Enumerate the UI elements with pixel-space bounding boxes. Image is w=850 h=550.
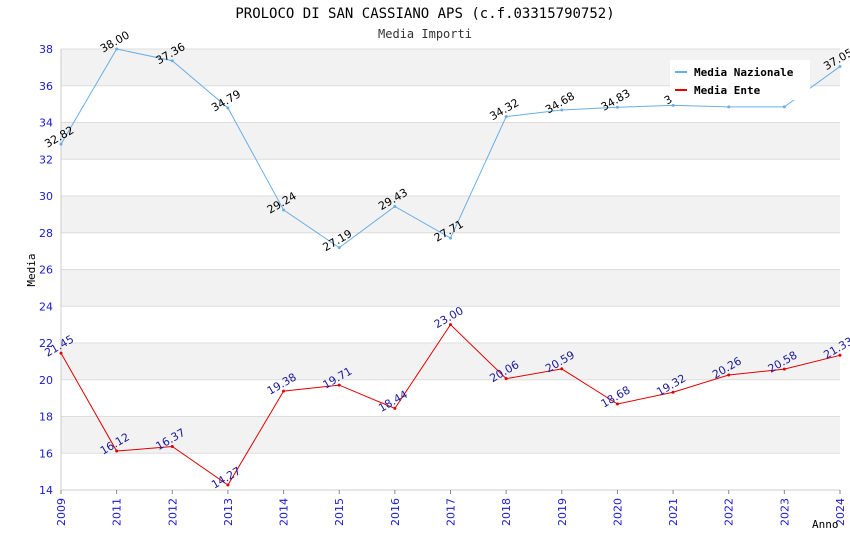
data-point <box>226 483 230 487</box>
data-point <box>59 142 63 146</box>
grid-band <box>61 416 840 454</box>
data-point <box>727 373 731 377</box>
x-tick-label: 2021 <box>667 498 680 526</box>
legend-box <box>670 60 810 100</box>
grid-band <box>61 379 840 417</box>
data-point <box>782 367 786 371</box>
y-tick-label: 22 <box>39 337 53 350</box>
y-tick-label: 14 <box>39 484 53 497</box>
data-point <box>282 208 286 212</box>
data-point <box>449 236 452 240</box>
y-axis-label: Media <box>25 253 38 286</box>
data-point <box>727 105 731 109</box>
x-tick-label: 2015 <box>333 498 346 526</box>
grid-band <box>61 343 840 380</box>
y-tick-label: 16 <box>39 447 53 460</box>
x-tick-label: 2018 <box>500 498 513 526</box>
data-point <box>393 204 397 208</box>
data-point <box>115 449 119 453</box>
grid-band <box>61 196 840 233</box>
data-point <box>393 406 397 410</box>
data-point <box>615 105 619 109</box>
y-tick-label: 18 <box>39 411 53 424</box>
data-point <box>560 367 564 371</box>
grid-band <box>61 453 840 490</box>
y-tick-label: 38 <box>39 43 53 56</box>
y-tick-label: 24 <box>39 300 53 313</box>
grid-band <box>61 122 840 160</box>
y-tick-label: 20 <box>39 374 53 387</box>
data-point <box>282 389 286 393</box>
legend-entry: Media Nazionale <box>694 66 794 79</box>
data-point <box>226 106 230 110</box>
data-point <box>337 246 341 250</box>
chart-title: PROLOCO DI SAN CASSIANO APS (c.f.0331579… <box>235 6 615 22</box>
data-point <box>170 59 174 63</box>
y-tick-label: 30 <box>39 190 53 203</box>
x-tick-label: 2017 <box>445 498 458 526</box>
y-tick-label: 28 <box>39 227 53 240</box>
x-tick-label: 2022 <box>723 498 736 526</box>
y-tick-label: 32 <box>39 153 53 166</box>
y-tick-label: 36 <box>39 80 53 93</box>
x-axis-label: Anno <box>812 518 839 531</box>
data-point <box>337 383 341 387</box>
x-tick-label: 2023 <box>778 498 791 526</box>
data-point <box>115 47 119 51</box>
chart-subtitle: Media Importi <box>378 27 472 41</box>
x-tick-label: 2013 <box>222 498 235 526</box>
x-tick-label: 2014 <box>278 498 291 526</box>
data-point <box>671 390 675 394</box>
data-point <box>504 115 508 119</box>
x-tick-label: 2011 <box>111 498 124 526</box>
data-point <box>671 103 675 107</box>
data-point <box>838 353 842 357</box>
data-point <box>449 323 452 327</box>
x-tick-label: 2016 <box>389 498 402 526</box>
y-tick-label: 34 <box>39 117 53 130</box>
x-tick-label: 2024 <box>834 498 847 526</box>
data-point <box>782 105 786 109</box>
x-tick-label: 2009 <box>55 498 68 526</box>
data-point <box>838 64 842 68</box>
y-tick-label: 26 <box>39 264 53 277</box>
data-point <box>504 377 508 381</box>
x-tick-label: 2012 <box>166 498 179 526</box>
x-tick-label: 2020 <box>611 498 624 526</box>
data-point <box>560 108 564 112</box>
data-point <box>59 351 63 355</box>
x-tick-label: 2019 <box>556 498 569 526</box>
data-point <box>170 444 174 448</box>
data-point <box>615 402 619 406</box>
grid-band <box>61 159 840 196</box>
legend-entry: Media Ente <box>694 84 761 97</box>
grid-band <box>61 269 840 307</box>
